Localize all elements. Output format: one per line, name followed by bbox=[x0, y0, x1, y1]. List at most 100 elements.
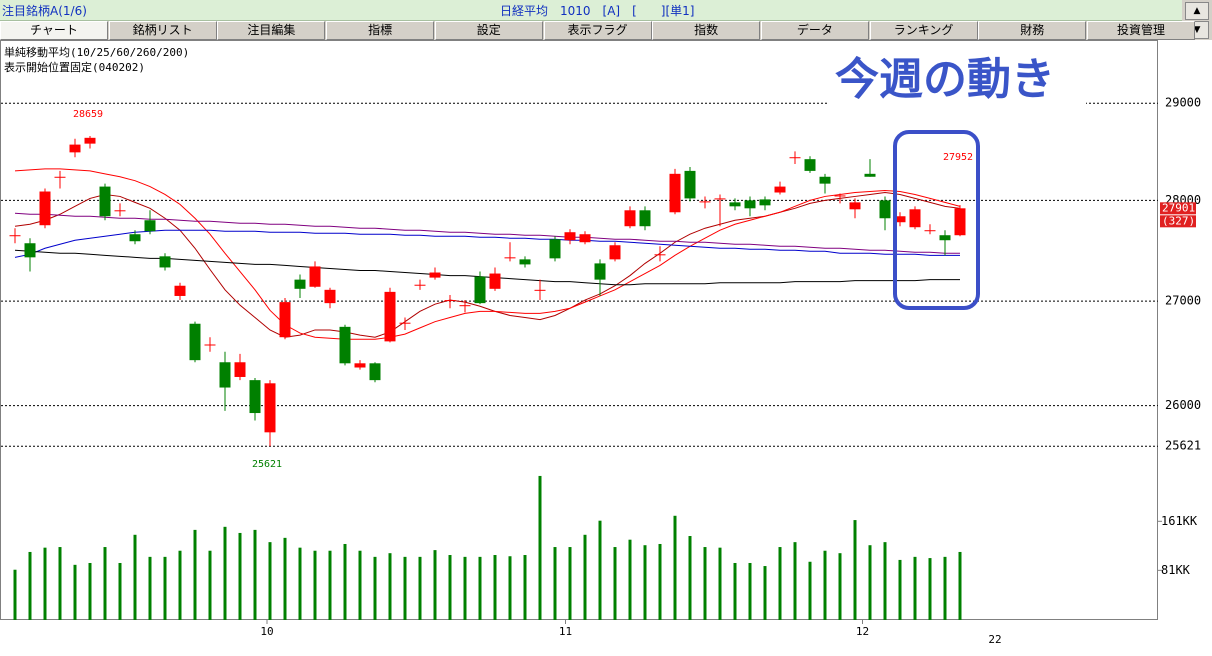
volume-bar bbox=[418, 556, 422, 620]
candle-body bbox=[114, 210, 126, 212]
overlay-backdrop bbox=[828, 42, 1086, 110]
candle-body bbox=[294, 279, 306, 289]
last-change-box bbox=[1160, 215, 1196, 228]
candle-body bbox=[924, 230, 936, 232]
x-tick-label: 12 bbox=[856, 625, 869, 638]
volume-bar bbox=[823, 550, 827, 620]
volume-bar bbox=[523, 555, 527, 620]
tab[interactable]: データ bbox=[760, 21, 869, 40]
candle-body bbox=[549, 239, 561, 259]
chart-subtitle: 単純移動平均(10/25/60/260/200) bbox=[4, 45, 189, 59]
volume-bar bbox=[808, 561, 812, 620]
candle-body bbox=[24, 243, 36, 258]
tab[interactable]: 指数 bbox=[652, 21, 761, 40]
tab[interactable]: 表示フラグ bbox=[543, 21, 652, 40]
volume-bar bbox=[208, 550, 212, 620]
volume-bar bbox=[733, 562, 737, 620]
last-price: 27901 bbox=[1162, 201, 1195, 214]
volume-bar bbox=[718, 547, 722, 620]
scroll-up[interactable]: ▲ bbox=[1185, 2, 1209, 20]
volume-bar bbox=[223, 526, 227, 620]
volume-bar bbox=[793, 542, 797, 620]
tab[interactable]: ランキング bbox=[869, 21, 978, 40]
candle-body bbox=[519, 259, 531, 265]
volume-bar bbox=[58, 547, 62, 620]
index-info: 日経平均 1010 [A] [ ][単1] bbox=[500, 4, 695, 18]
candle-body bbox=[684, 170, 696, 199]
candle-body bbox=[54, 176, 66, 178]
tab[interactable]: 銘柄リスト bbox=[108, 21, 217, 40]
moving-average bbox=[14, 191, 961, 338]
candle-body bbox=[729, 202, 741, 207]
moving-average bbox=[14, 249, 960, 286]
candle-body bbox=[654, 254, 666, 256]
moving-average bbox=[14, 212, 960, 254]
candle-body bbox=[414, 284, 426, 286]
last-price-box bbox=[1160, 202, 1196, 215]
candle-body bbox=[324, 289, 336, 304]
candle-body bbox=[69, 144, 81, 153]
candle-body bbox=[759, 199, 771, 206]
volume-bar bbox=[763, 566, 767, 620]
tab[interactable]: 投資管理 bbox=[1087, 21, 1195, 40]
volume-bar bbox=[403, 556, 407, 620]
candle-body bbox=[504, 257, 516, 259]
tab[interactable]: 注目編集 bbox=[217, 21, 326, 40]
y-tick-label: 26000 bbox=[1165, 398, 1201, 412]
candle-body bbox=[939, 235, 951, 241]
volume-bar bbox=[778, 547, 782, 620]
volume-bar bbox=[538, 475, 542, 620]
candle-body bbox=[534, 289, 546, 291]
candle-body bbox=[369, 363, 381, 381]
candle-body bbox=[384, 291, 396, 342]
volume-bar bbox=[913, 556, 917, 620]
tab[interactable]: 設定 bbox=[434, 21, 543, 40]
volume-bar bbox=[703, 547, 707, 620]
candle-body bbox=[9, 235, 21, 237]
volume-bar bbox=[298, 547, 302, 620]
candle-body bbox=[594, 263, 606, 280]
price-annotation: 25621 bbox=[252, 459, 282, 470]
volume-bar bbox=[748, 562, 752, 620]
volume-bar bbox=[388, 553, 392, 620]
status-bar: 注目銘柄A(1/6) 日経平均 1010 [A] [ ][単1] bbox=[0, 0, 1182, 21]
candle-body bbox=[744, 200, 756, 209]
chart-subtitle: 表示開始位置固定(040202) bbox=[4, 60, 145, 74]
volume-bar bbox=[628, 539, 632, 620]
candle-body bbox=[699, 201, 711, 203]
tab[interactable]: 財務 bbox=[978, 21, 1087, 40]
candle-body bbox=[129, 234, 141, 242]
plot-frame bbox=[0, 40, 1158, 620]
candle-body bbox=[444, 300, 456, 302]
tab[interactable]: 指標 bbox=[326, 21, 435, 40]
candle-body bbox=[399, 322, 411, 324]
volume-tick-label: 81KK bbox=[1161, 563, 1191, 577]
volume-bar bbox=[688, 536, 692, 620]
volume-bar bbox=[568, 547, 572, 620]
candle-body bbox=[339, 326, 351, 364]
volume-bar bbox=[673, 515, 677, 620]
candle-body bbox=[204, 344, 216, 346]
volume-bar bbox=[313, 550, 317, 620]
candle-body bbox=[624, 210, 636, 227]
volume-bar bbox=[133, 534, 137, 620]
volume-bar bbox=[478, 556, 482, 620]
candle-body bbox=[819, 176, 831, 184]
price-annotation: 27952 bbox=[943, 152, 973, 163]
volume-bar bbox=[118, 562, 122, 620]
volume-bar bbox=[493, 555, 497, 620]
candle-body bbox=[579, 234, 591, 243]
candle-body bbox=[474, 276, 486, 304]
candle-body bbox=[279, 302, 291, 338]
volume-bar bbox=[268, 542, 272, 620]
y-tick-label: 25621 bbox=[1165, 439, 1201, 453]
candle-body bbox=[639, 210, 651, 227]
volume-bar bbox=[193, 529, 197, 620]
candle-body bbox=[174, 285, 186, 296]
candle-body bbox=[489, 273, 501, 289]
candle-body bbox=[909, 209, 921, 228]
tab[interactable]: チャート bbox=[0, 21, 108, 40]
candle-body bbox=[774, 186, 786, 193]
volume-bar bbox=[358, 550, 362, 620]
